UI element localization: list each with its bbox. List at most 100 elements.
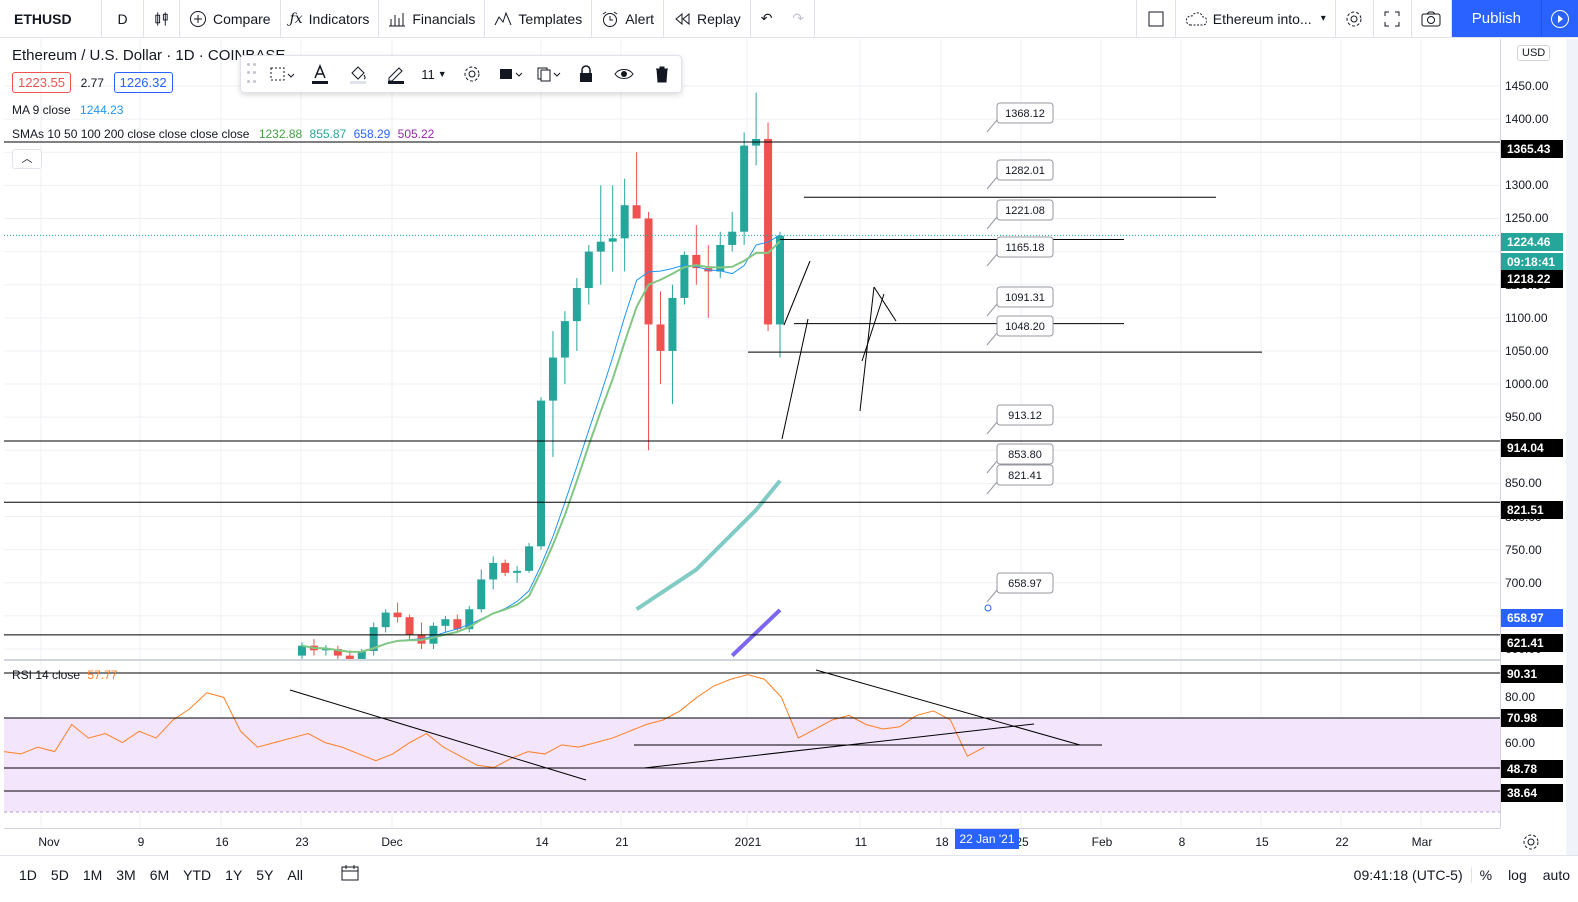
visibility-timeframes-button[interactable]	[491, 55, 529, 93]
candle-body[interactable]	[692, 254, 701, 269]
candle-body[interactable]	[465, 609, 474, 630]
candle-body[interactable]	[620, 205, 629, 239]
line-color-button[interactable]	[377, 55, 415, 93]
price-badge[interactable]: 09:18:41	[1501, 253, 1563, 271]
drag-handle[interactable]	[247, 63, 259, 85]
candle-body[interactable]	[668, 297, 677, 351]
candle-body[interactable]	[369, 627, 378, 651]
range-1d[interactable]: 1D	[19, 866, 37, 883]
candle-body[interactable]	[345, 655, 354, 659]
templates-button[interactable]: Templates	[485, 0, 593, 37]
candle-body[interactable]	[572, 288, 581, 322]
text-color-button[interactable]	[301, 55, 339, 93]
candle-body[interactable]	[596, 241, 605, 252]
candle-body[interactable]	[513, 570, 522, 573]
range-3m[interactable]: 3M	[116, 866, 136, 883]
candle-body[interactable]	[740, 145, 749, 232]
range-5d[interactable]: 5D	[50, 866, 69, 883]
candle-body[interactable]	[501, 562, 510, 573]
clone-button[interactable]	[529, 55, 567, 93]
candle-body[interactable]	[321, 649, 330, 651]
range-ytd[interactable]: YTD	[183, 866, 212, 883]
range-6m[interactable]: 6M	[149, 866, 170, 883]
rsi-legend[interactable]: RSI 14 close 57.77	[12, 668, 117, 682]
sma-10-line[interactable]	[301, 240, 781, 653]
clock[interactable]: 09:41:18 (UTC-5)	[1346, 866, 1472, 883]
bid-price[interactable]: 1223.55	[12, 72, 71, 93]
redo-button[interactable]: ↷	[783, 0, 815, 37]
candle-body[interactable]	[632, 205, 641, 219]
ask-price[interactable]: 1226.32	[113, 72, 173, 93]
indicators-button[interactable]: ƒx Indicators	[281, 0, 380, 37]
alert-button[interactable]: Alert	[592, 0, 665, 37]
template-selector[interactable]	[263, 55, 301, 93]
sma-50-line[interactable]	[635, 479, 782, 611]
chart-area[interactable]: 1368.12 1282.01 1221.08 1165.18 1091.31 1048.…	[4, 39, 1500, 828]
price-badge[interactable]: 1218.22	[1501, 270, 1563, 288]
candle-body[interactable]	[381, 612, 390, 628]
auto-toggle[interactable]: auto	[1542, 866, 1570, 883]
candle-body[interactable]	[680, 254, 689, 298]
log-toggle[interactable]: log	[1508, 866, 1527, 883]
price-badge[interactable]: 658.97	[1501, 609, 1563, 627]
price-badge[interactable]: 1365.43	[1501, 140, 1563, 158]
candle-body[interactable]	[357, 650, 366, 659]
undo-button[interactable]: ↶	[751, 0, 783, 37]
candle-body[interactable]	[764, 138, 773, 325]
scrollbar[interactable]	[1566, 39, 1578, 855]
candle-body[interactable]	[656, 324, 665, 351]
candle-body[interactable]	[716, 244, 725, 272]
price-badge[interactable]: 821.51	[1501, 501, 1563, 519]
candle-body[interactable]	[489, 562, 498, 580]
range-all[interactable]: All	[287, 866, 303, 883]
candle-body[interactable]	[298, 645, 306, 656]
candle-body[interactable]	[584, 251, 593, 289]
fullscreen-toggle[interactable]	[1135, 0, 1176, 37]
price-axis[interactable]: USD 1450.001400.001350.001300.001250.001…	[1500, 39, 1566, 828]
snapshot-button[interactable]	[1412, 0, 1452, 37]
candle-body[interactable]	[728, 231, 737, 245]
price-badge[interactable]: 1224.46	[1501, 233, 1563, 251]
sma-100-line[interactable]	[730, 608, 782, 658]
go-to-date-button[interactable]	[340, 864, 360, 885]
range-1m[interactable]: 1M	[82, 866, 103, 883]
price-chart[interactable]: 1368.12 1282.01 1221.08 1165.18 1091.31 1048.…	[4, 39, 1500, 828]
settings-button[interactable]	[1336, 0, 1374, 37]
layout-selector[interactable]: Ethereum into... ▾	[1176, 0, 1336, 37]
sma-legend[interactable]: SMAs 10 50 100 200 close close close clo…	[12, 127, 434, 141]
candle-body[interactable]	[548, 357, 557, 401]
rsi-badge[interactable]: 70.98	[1501, 709, 1563, 727]
candle-body[interactable]	[525, 546, 534, 571]
ma-legend[interactable]: MA 9 close 1244.23	[12, 103, 123, 117]
financials-button[interactable]: Financials	[379, 0, 486, 37]
candle-body[interactable]	[608, 238, 617, 242]
rsi-badge[interactable]: 48.78	[1501, 760, 1563, 778]
rsi-badge[interactable]: 38.64	[1501, 784, 1563, 802]
price-badge[interactable]: 914.04	[1501, 439, 1563, 457]
replay-button[interactable]: Replay	[664, 0, 751, 37]
compare-button[interactable]: Compare	[180, 0, 281, 37]
symbol-search[interactable]: ETHUSD	[0, 0, 102, 37]
candle-body[interactable]	[393, 612, 402, 618]
drawing-settings-button[interactable]	[453, 55, 491, 93]
candle-body[interactable]	[477, 579, 486, 610]
candle-body[interactable]	[453, 619, 462, 630]
fill-color-button[interactable]	[339, 55, 377, 93]
interval-selector[interactable]: D	[102, 0, 144, 37]
price-badge[interactable]: 621.41	[1501, 634, 1563, 652]
candle-body[interactable]	[560, 321, 569, 358]
gear-icon[interactable]	[1522, 833, 1540, 851]
font-size-selector[interactable]: 11 ▼	[415, 55, 453, 93]
candle-body[interactable]	[537, 400, 545, 547]
collapse-legend-button[interactable]: ︿	[12, 149, 42, 169]
candle-body[interactable]	[776, 235, 784, 325]
range-1y[interactable]: 1Y	[225, 866, 243, 883]
publish-button[interactable]: Publish	[1451, 0, 1542, 37]
candle-body[interactable]	[405, 617, 414, 635]
play-button[interactable]	[1542, 0, 1578, 37]
lock-button[interactable]	[567, 55, 605, 93]
rsi-badge[interactable]: 90.31	[1501, 665, 1563, 683]
time-axis[interactable]: Nov 9 16 23 Dec 14 21 2021 11 18 25 Feb 8 15 22 Mar 22 J…	[4, 828, 1539, 854]
chart-type-button[interactable]	[144, 0, 180, 37]
delete-button[interactable]	[643, 55, 681, 93]
